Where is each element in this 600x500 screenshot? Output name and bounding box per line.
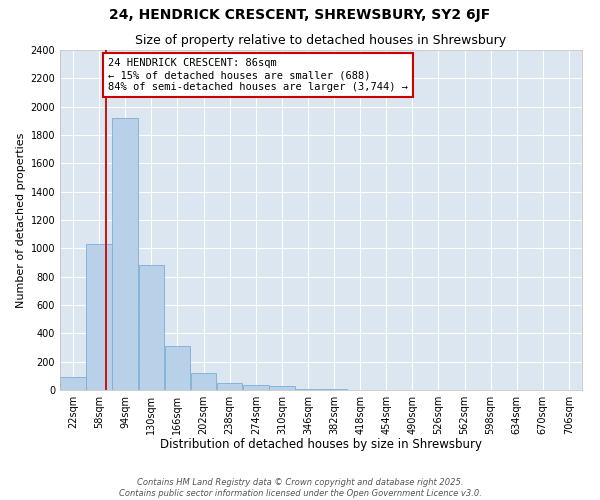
Text: 24, HENDRICK CRESCENT, SHREWSBURY, SY2 6JF: 24, HENDRICK CRESCENT, SHREWSBURY, SY2 6… [109,8,491,22]
Bar [243,385,269,390]
X-axis label: Distribution of detached houses by size in Shrewsbury: Distribution of detached houses by size … [160,438,482,452]
Bar [86,244,112,390]
Bar [164,346,190,390]
Bar [139,266,164,390]
Title: Size of property relative to detached houses in Shrewsbury: Size of property relative to detached ho… [136,34,506,48]
Bar [217,383,242,390]
Bar [112,118,138,390]
Bar [295,388,321,390]
Y-axis label: Number of detached properties: Number of detached properties [16,132,26,308]
Text: Contains HM Land Registry data © Crown copyright and database right 2025.
Contai: Contains HM Land Registry data © Crown c… [119,478,481,498]
Bar [191,373,217,390]
Text: 24 HENDRICK CRESCENT: 86sqm
← 15% of detached houses are smaller (688)
84% of se: 24 HENDRICK CRESCENT: 86sqm ← 15% of det… [108,58,408,92]
Bar [269,386,295,390]
Bar [60,378,86,390]
